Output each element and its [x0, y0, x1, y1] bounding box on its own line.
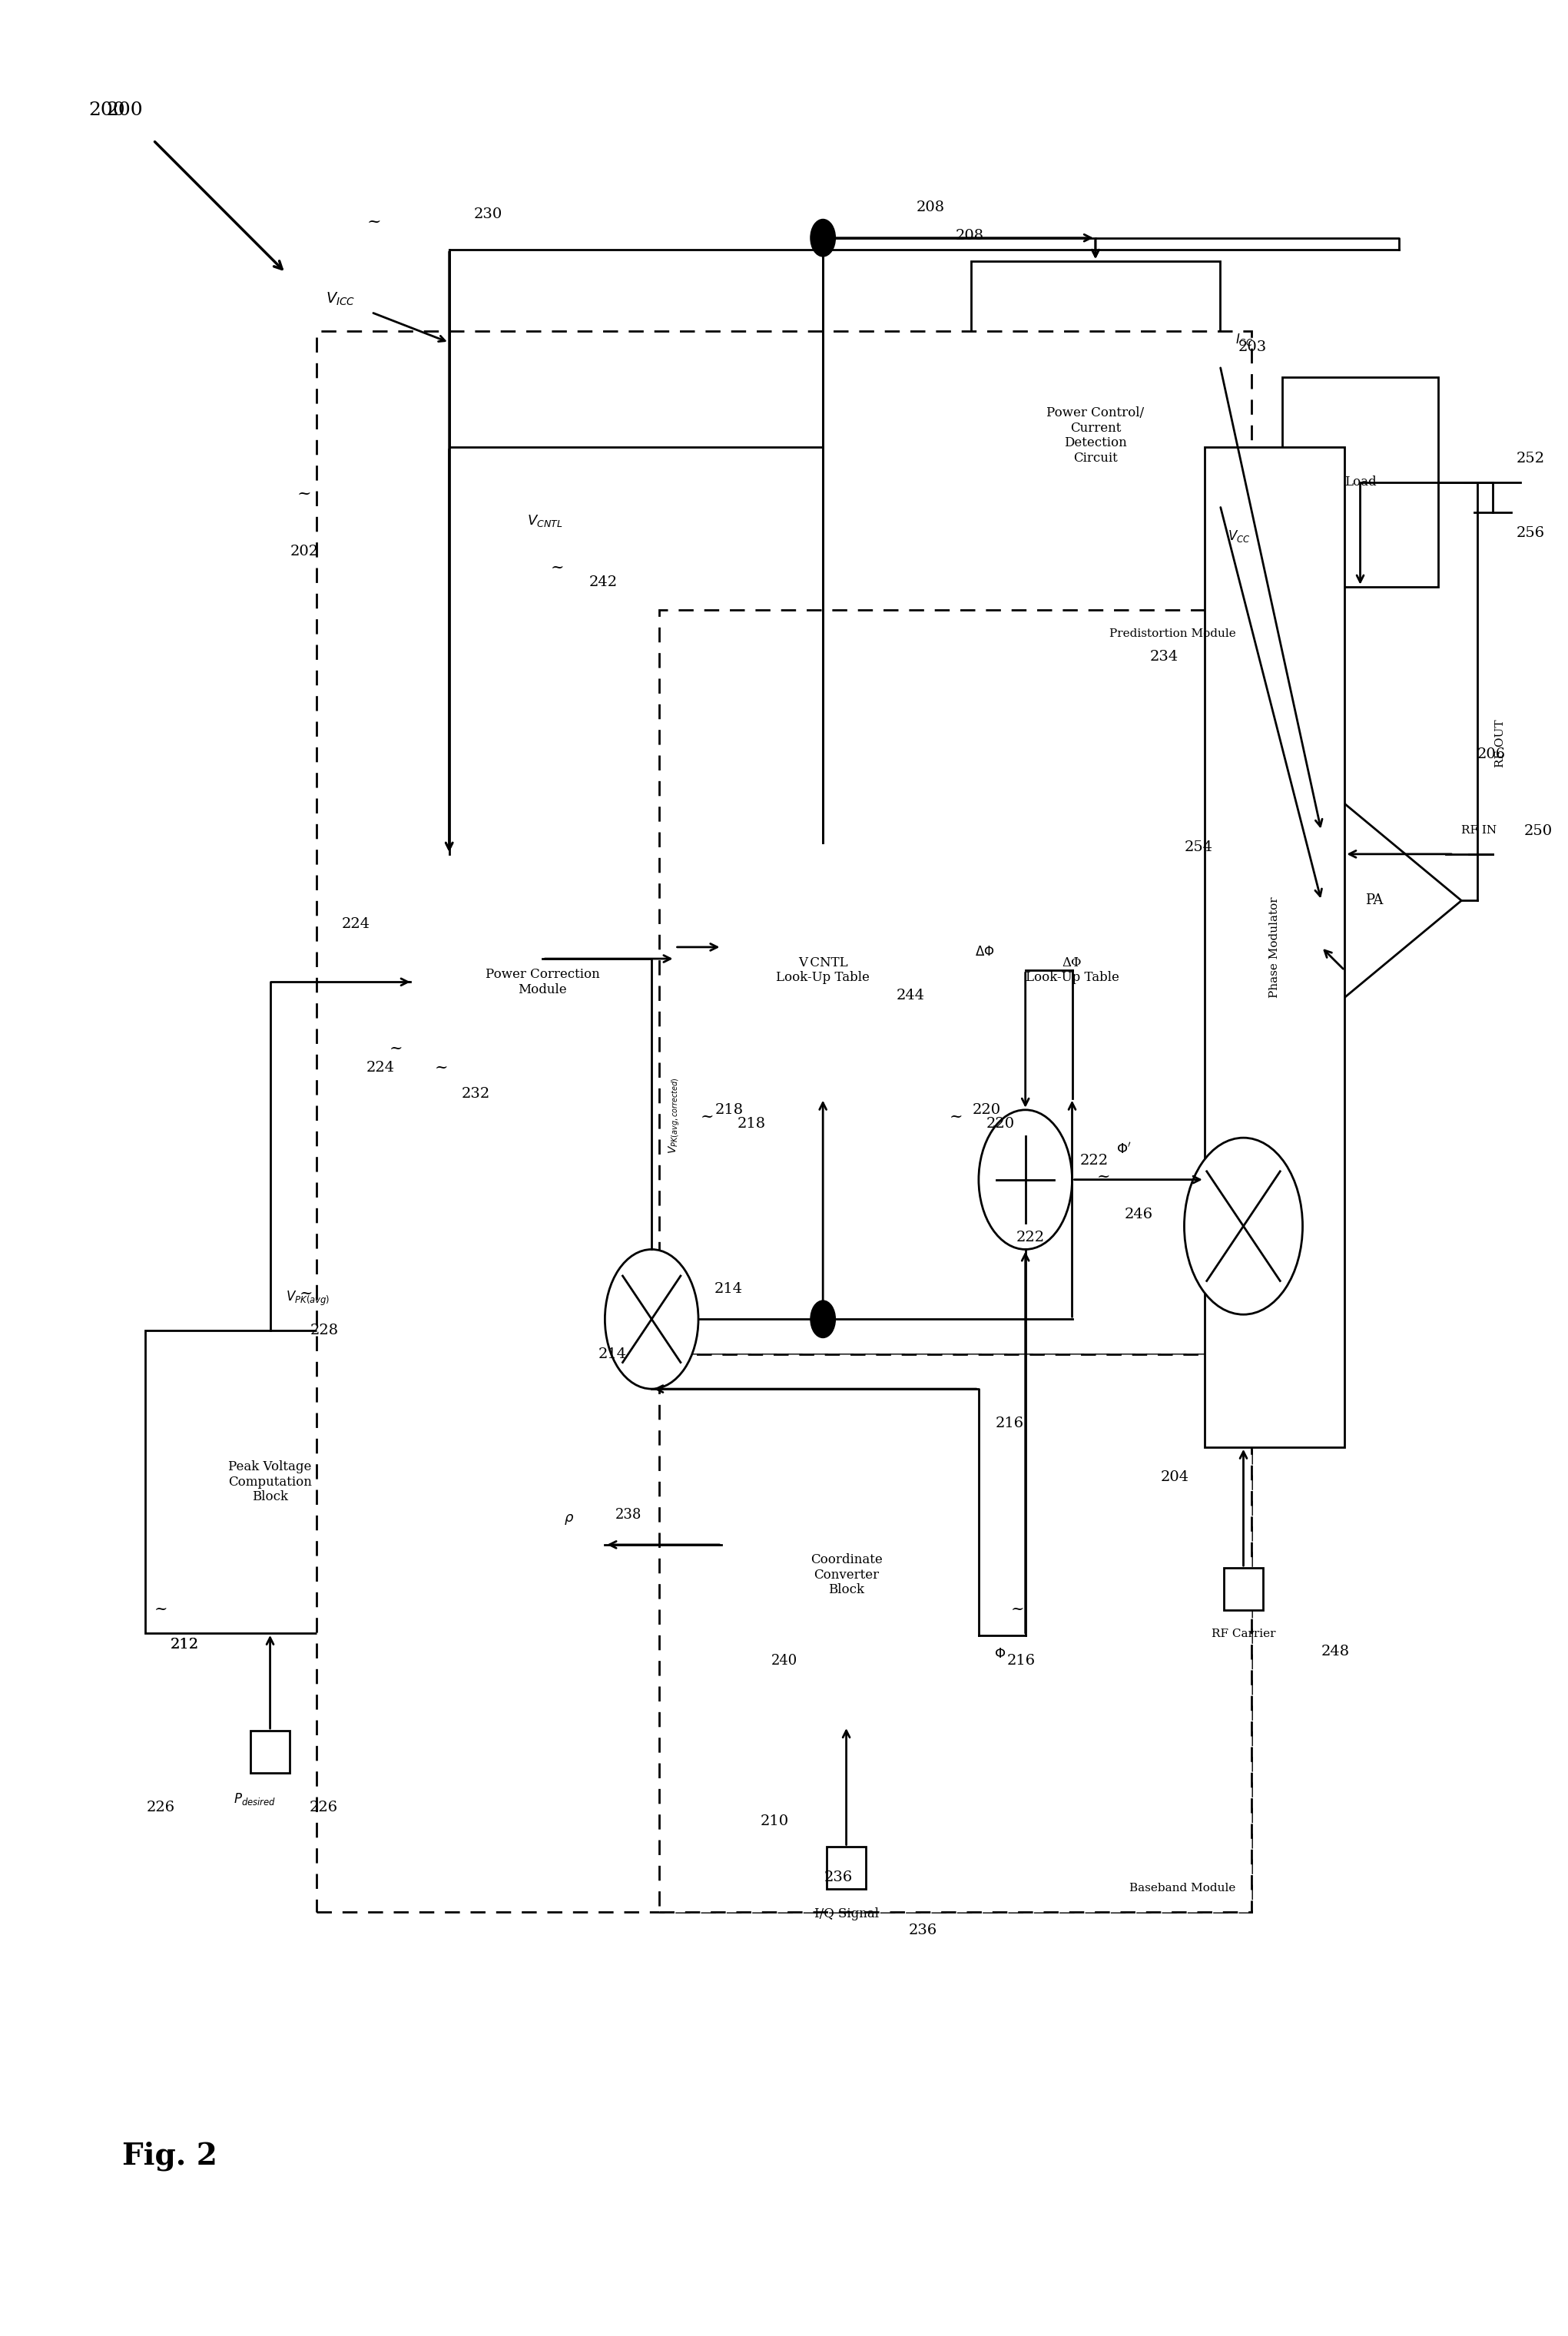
Text: 208: 208 — [916, 201, 946, 215]
Text: 214: 214 — [713, 1282, 742, 1296]
Text: 222: 222 — [1080, 1154, 1109, 1168]
Circle shape — [605, 1250, 698, 1390]
Text: 224: 224 — [342, 918, 370, 930]
Text: 220: 220 — [986, 1117, 1014, 1131]
Text: RF OUT: RF OUT — [1494, 719, 1505, 769]
Text: Power Correction
Module: Power Correction Module — [486, 967, 599, 995]
Text: $\Delta\Phi$: $\Delta\Phi$ — [975, 946, 994, 958]
Text: 214: 214 — [599, 1348, 627, 1362]
Circle shape — [811, 220, 836, 257]
Text: 212: 212 — [171, 1638, 199, 1652]
Text: Peak Voltage
Computation
Block: Peak Voltage Computation Block — [229, 1460, 312, 1504]
Circle shape — [811, 1301, 836, 1339]
FancyBboxPatch shape — [721, 843, 924, 1098]
Text: 238: 238 — [615, 1507, 641, 1521]
Text: 212: 212 — [171, 1638, 199, 1652]
Text: ~: ~ — [154, 1602, 168, 1617]
FancyBboxPatch shape — [971, 843, 1173, 1098]
Circle shape — [1184, 1138, 1303, 1315]
Text: RF IN: RF IN — [1461, 825, 1497, 836]
Text: ~: ~ — [299, 1287, 312, 1301]
FancyBboxPatch shape — [251, 1731, 290, 1773]
Text: 226: 226 — [309, 1801, 337, 1815]
Text: 244: 244 — [897, 988, 925, 1002]
FancyBboxPatch shape — [660, 610, 1251, 1355]
Circle shape — [978, 1110, 1073, 1250]
Text: ~: ~ — [298, 486, 312, 502]
FancyBboxPatch shape — [317, 332, 1251, 1913]
Text: ~: ~ — [950, 1110, 963, 1124]
Text: ~: ~ — [1011, 1602, 1024, 1617]
Text: 216: 216 — [1007, 1654, 1035, 1668]
Text: $\rho$: $\rho$ — [563, 1511, 574, 1525]
Text: 240: 240 — [771, 1654, 797, 1668]
Text: 218: 218 — [715, 1103, 743, 1117]
Text: $V_{ICC}$: $V_{ICC}$ — [326, 292, 354, 308]
Text: 232: 232 — [461, 1086, 491, 1100]
Text: 226: 226 — [147, 1801, 176, 1815]
Text: $V_{PK(avg, corrected)}$: $V_{PK(avg, corrected)}$ — [668, 1077, 681, 1154]
Text: I/Q Signal: I/Q Signal — [814, 1909, 878, 1920]
FancyBboxPatch shape — [826, 1848, 866, 1890]
Text: 252: 252 — [1516, 451, 1544, 465]
Text: $I_{CC}$: $I_{CC}$ — [1236, 332, 1253, 348]
Text: 228: 228 — [310, 1325, 339, 1339]
Text: RF Carrier: RF Carrier — [1212, 1628, 1275, 1640]
Text: $V_{PK(avg)}$: $V_{PK(avg)}$ — [285, 1289, 329, 1308]
Text: 220: 220 — [972, 1103, 1000, 1117]
Text: 246: 246 — [1124, 1208, 1154, 1222]
Text: $P_{desired}$: $P_{desired}$ — [234, 1792, 276, 1806]
Text: Coordinate
Converter
Block: Coordinate Converter Block — [811, 1553, 883, 1595]
Text: V CNTL
Look-Up Table: V CNTL Look-Up Table — [776, 955, 870, 983]
Text: $\Phi'$: $\Phi'$ — [1116, 1142, 1131, 1156]
Text: 216: 216 — [996, 1418, 1024, 1430]
Text: 248: 248 — [1322, 1645, 1350, 1659]
Polygon shape — [1322, 785, 1461, 1016]
Text: 208: 208 — [955, 229, 983, 243]
FancyBboxPatch shape — [411, 867, 674, 1098]
Text: 202: 202 — [290, 544, 318, 558]
Text: 256: 256 — [1516, 526, 1544, 540]
Text: ~: ~ — [389, 1042, 403, 1056]
Text: 250: 250 — [1524, 825, 1552, 839]
Text: $V_{CC}$: $V_{CC}$ — [1228, 528, 1251, 544]
FancyBboxPatch shape — [660, 1355, 1251, 1913]
FancyBboxPatch shape — [721, 1423, 971, 1726]
FancyBboxPatch shape — [1204, 446, 1345, 1446]
Text: 254: 254 — [1184, 841, 1212, 855]
Text: Power Control/
Current
Detection
Circuit: Power Control/ Current Detection Circuit — [1046, 406, 1145, 465]
Text: 230: 230 — [474, 208, 502, 222]
Text: 234: 234 — [1149, 649, 1178, 663]
FancyBboxPatch shape — [1283, 378, 1438, 586]
Text: Fig. 2: Fig. 2 — [122, 2142, 218, 2170]
Text: 236: 236 — [908, 1925, 938, 1937]
Text: 206: 206 — [1477, 748, 1505, 762]
Text: PA: PA — [1366, 895, 1383, 906]
Text: 200: 200 — [88, 100, 125, 119]
FancyBboxPatch shape — [146, 1332, 395, 1633]
Text: Predistortion Module: Predistortion Module — [1109, 628, 1236, 640]
Text: ~: ~ — [434, 1061, 448, 1075]
Text: $\Phi$: $\Phi$ — [994, 1647, 1005, 1661]
Text: Phase Modulator: Phase Modulator — [1269, 897, 1279, 997]
Text: $V_{CNTL}$: $V_{CNTL}$ — [527, 514, 563, 528]
Text: Baseband Module: Baseband Module — [1129, 1883, 1236, 1894]
Text: 204: 204 — [1160, 1469, 1189, 1483]
Text: ~: ~ — [1096, 1170, 1110, 1184]
Text: 203: 203 — [1239, 341, 1267, 355]
Text: 242: 242 — [590, 575, 618, 589]
Text: ~: ~ — [550, 561, 564, 575]
Text: ΔΦ
Look-Up Table: ΔΦ Look-Up Table — [1025, 955, 1120, 983]
Text: 200: 200 — [107, 100, 143, 119]
Text: 218: 218 — [737, 1117, 765, 1131]
Text: 222: 222 — [1016, 1231, 1044, 1245]
Text: 224: 224 — [367, 1061, 395, 1075]
FancyBboxPatch shape — [1225, 1567, 1262, 1610]
Text: 210: 210 — [760, 1815, 789, 1829]
Text: 236: 236 — [825, 1871, 853, 1885]
Text: ~: ~ — [701, 1110, 713, 1124]
Text: ~: ~ — [367, 213, 381, 229]
Text: Load: Load — [1344, 477, 1377, 488]
FancyBboxPatch shape — [971, 262, 1220, 610]
